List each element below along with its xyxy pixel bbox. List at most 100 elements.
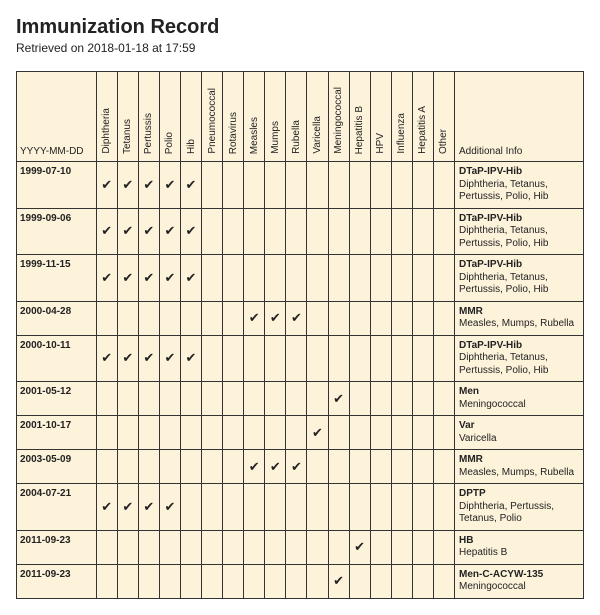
check-cell: ✔ [117, 162, 138, 209]
vaccine-name: MMR [459, 306, 579, 319]
date-cell: 2011-09-23 [17, 530, 97, 564]
check-cell [370, 301, 391, 335]
check-cell [307, 255, 328, 302]
check-cell: ✔ [180, 208, 201, 255]
table-row: 1999-09-06✔✔✔✔✔DTaP-IPV-HibDiphtheria, T… [17, 208, 584, 255]
check-cell [286, 255, 307, 302]
check-cell [223, 530, 244, 564]
check-cell: ✔ [328, 564, 349, 598]
checkmark-icon: ✔ [291, 310, 302, 325]
info-cell: MMRMeasles, Mumps, Rubella [454, 301, 583, 335]
checkmark-icon: ✔ [101, 177, 112, 192]
table-body: 1999-07-10✔✔✔✔✔DTaP-IPV-HibDiphtheria, T… [17, 162, 584, 599]
check-cell: ✔ [96, 335, 117, 382]
checkmark-icon: ✔ [122, 270, 133, 285]
vaccine-name: HB [459, 535, 579, 548]
vaccine-header-label: Polio [164, 130, 175, 156]
immunization-table: YYYY-MM-DD DiphtheriaTetanusPertussisPol… [16, 71, 584, 599]
date-cell: 2000-10-11 [17, 335, 97, 382]
checkmark-icon: ✔ [333, 573, 344, 588]
check-cell [159, 416, 180, 450]
date-header: YYYY-MM-DD [17, 72, 97, 162]
check-cell [433, 255, 454, 302]
check-cell [370, 382, 391, 416]
vaccine-desc: Measles, Mumps, Rubella [459, 318, 574, 329]
check-cell: ✔ [96, 255, 117, 302]
check-cell [138, 530, 159, 564]
check-cell [244, 416, 265, 450]
vaccine-header-label: Hepatitis B [354, 104, 365, 156]
table-row: 2001-10-17✔VarVaricella [17, 416, 584, 450]
check-cell [265, 255, 286, 302]
checkmark-icon: ✔ [249, 310, 260, 325]
check-cell: ✔ [286, 450, 307, 484]
check-cell [433, 301, 454, 335]
check-cell [412, 255, 433, 302]
check-cell [244, 208, 265, 255]
check-cell [433, 162, 454, 209]
vaccine-header-label: Diphtheria [101, 106, 112, 156]
check-cell [370, 162, 391, 209]
check-cell [159, 301, 180, 335]
vaccine-name: MMR [459, 454, 579, 467]
check-cell: ✔ [117, 335, 138, 382]
check-cell [349, 335, 370, 382]
check-cell [202, 208, 223, 255]
vaccine-name: Men-C-ACYW-135 [459, 569, 579, 582]
check-cell [286, 162, 307, 209]
check-cell [370, 564, 391, 598]
vaccine-header-label: Hepatitis A [417, 104, 428, 156]
check-cell [286, 416, 307, 450]
check-cell [202, 255, 223, 302]
check-cell [244, 484, 265, 531]
check-cell [349, 450, 370, 484]
vaccine-header: Pneumococcal [202, 72, 223, 162]
check-cell [138, 416, 159, 450]
check-cell [370, 484, 391, 531]
check-cell [328, 162, 349, 209]
check-cell [286, 335, 307, 382]
check-cell: ✔ [265, 301, 286, 335]
check-cell [307, 301, 328, 335]
check-cell: ✔ [117, 255, 138, 302]
vaccine-header-label: Influenza [396, 111, 407, 156]
check-cell [159, 564, 180, 598]
vaccine-header-label: Tetanus [122, 117, 133, 156]
check-cell [117, 564, 138, 598]
table-header-row: YYYY-MM-DD DiphtheriaTetanusPertussisPol… [17, 72, 584, 162]
check-cell [138, 450, 159, 484]
vaccine-name: DTaP-IPV-Hib [459, 340, 579, 353]
checkmark-icon: ✔ [164, 270, 175, 285]
vaccine-header-label: Mumps [270, 119, 281, 156]
check-cell [96, 301, 117, 335]
vaccine-desc: Diphtheria, Pertussis, Tetanus, Polio [459, 501, 554, 525]
date-cell: 2001-10-17 [17, 416, 97, 450]
check-cell [286, 208, 307, 255]
check-cell [349, 162, 370, 209]
check-cell [286, 564, 307, 598]
vaccine-header: Mumps [265, 72, 286, 162]
check-cell [202, 450, 223, 484]
checkmark-icon: ✔ [164, 223, 175, 238]
check-cell [180, 484, 201, 531]
vaccine-desc: Diphtheria, Tetanus, Pertussis, Polio, H… [459, 179, 548, 203]
check-cell [138, 301, 159, 335]
vaccine-desc: Meningococcal [459, 399, 526, 410]
check-cell: ✔ [117, 208, 138, 255]
check-cell [433, 450, 454, 484]
vaccine-name: DTaP-IPV-Hib [459, 259, 579, 272]
check-cell [370, 416, 391, 450]
info-header: Additional Info [454, 72, 583, 162]
date-cell: 2000-04-28 [17, 301, 97, 335]
vaccine-name: Var [459, 420, 579, 433]
check-cell: ✔ [159, 208, 180, 255]
check-cell [138, 382, 159, 416]
vaccine-header-label: Varicella [312, 114, 323, 156]
check-cell [117, 450, 138, 484]
vaccine-header: Varicella [307, 72, 328, 162]
check-cell [202, 301, 223, 335]
vaccine-header: Polio [159, 72, 180, 162]
check-cell: ✔ [265, 450, 286, 484]
check-cell [117, 530, 138, 564]
check-cell [307, 162, 328, 209]
